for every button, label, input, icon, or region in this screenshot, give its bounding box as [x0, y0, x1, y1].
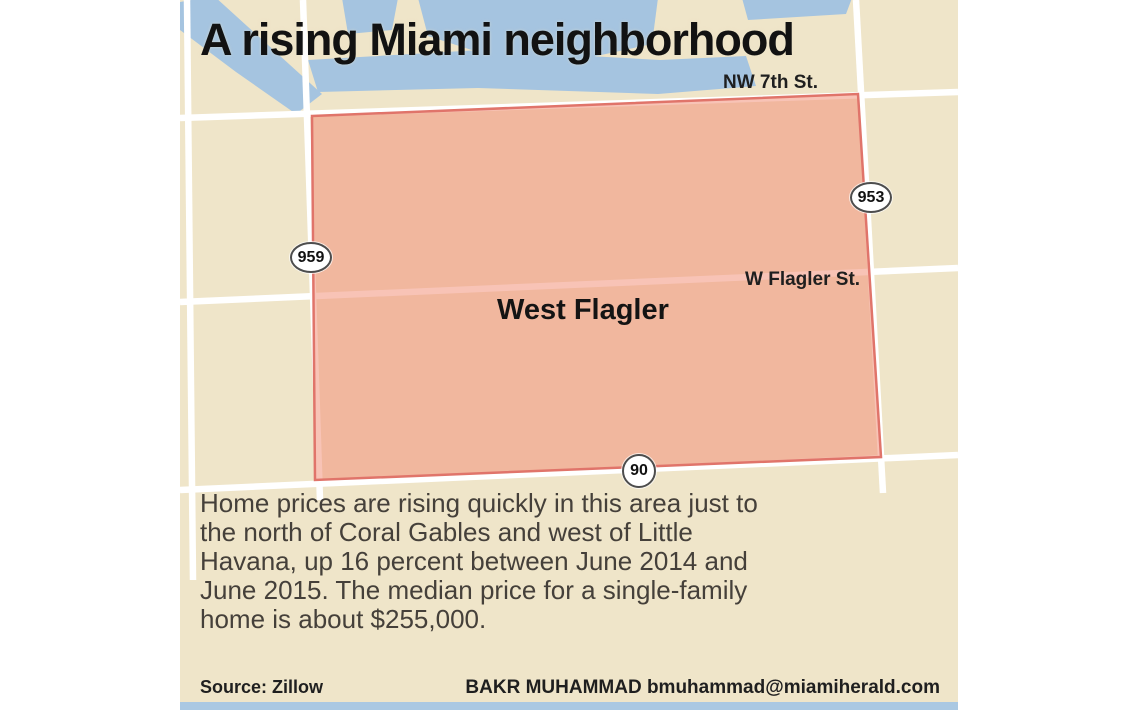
map-panel: A rising Miami neighborhood NW 7th St. W… — [180, 0, 958, 710]
region-label-west-flagler: West Flagler — [497, 294, 669, 326]
map-artwork — [180, 0, 958, 581]
road-shield-959: 959 — [290, 242, 332, 273]
street-label-nw-7th-st: NW 7th St. — [723, 72, 818, 93]
caption-line: the north of Coral Gables and west of Li… — [200, 517, 693, 547]
road-shield-953: 953 — [850, 182, 892, 213]
graphic-title: A rising Miami neighborhood — [200, 14, 795, 65]
caption-line: home is about $255,000. — [200, 604, 487, 634]
road-shield-90: 90 — [622, 454, 656, 488]
footer: Source: Zillow BAKR MUHAMMAD bmuhammad@m… — [200, 677, 940, 699]
street-label-w-flagler-st: W Flagler St. — [745, 269, 861, 290]
byline-credit: BAKR MUHAMMAD bmuhammad@miamiherald.com — [465, 677, 940, 698]
bottom-water-strip — [180, 702, 958, 710]
source-attribution: Source: Zillow — [200, 677, 324, 697]
caption-line: Havana, up 16 percent between June 2014 … — [200, 546, 748, 576]
highlight-region-west-flagler — [310, 92, 883, 482]
street-left-edge — [183, 0, 197, 581]
caption-line: June 2015. The median price for a single… — [200, 575, 748, 605]
caption-text: Home prices are rising quickly in this a… — [200, 489, 860, 634]
street-us90 — [180, 451, 958, 494]
caption-line: Home prices are rising quickly in this a… — [200, 488, 758, 518]
road-shield-90-number: 90 — [630, 462, 648, 479]
road-shield-959-number: 959 — [297, 248, 325, 266]
road-shield-953-number: 953 — [857, 188, 885, 206]
water-shapes — [180, 0, 852, 114]
